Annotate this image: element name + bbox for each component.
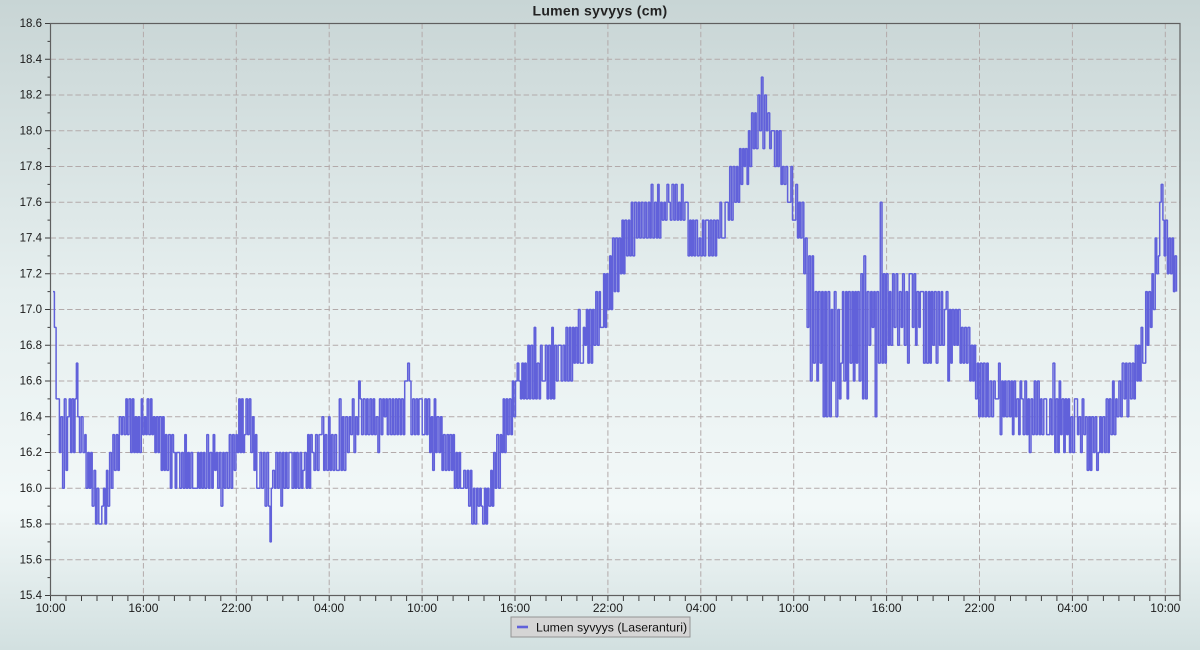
svg-text:16.2: 16.2 [20, 447, 42, 459]
svg-text:16:00: 16:00 [872, 601, 902, 615]
svg-text:16.4: 16.4 [20, 411, 43, 423]
svg-text:18.6: 18.6 [20, 18, 42, 30]
svg-text:17.6: 17.6 [20, 197, 42, 209]
svg-text:15.4: 15.4 [20, 590, 43, 602]
svg-text:Lumen syvyys (Laseranturi): Lumen syvyys (Laseranturi) [536, 621, 687, 635]
svg-text:16.8: 16.8 [20, 340, 42, 352]
svg-text:10:00: 10:00 [35, 601, 65, 615]
svg-text:18.0: 18.0 [20, 125, 42, 137]
svg-text:16.0: 16.0 [20, 483, 42, 495]
svg-text:18.2: 18.2 [20, 90, 42, 102]
svg-text:16:00: 16:00 [128, 601, 158, 615]
svg-text:Lumen syvyys (cm): Lumen syvyys (cm) [532, 3, 667, 19]
svg-text:15.8: 15.8 [20, 519, 42, 531]
svg-text:04:00: 04:00 [1057, 601, 1087, 615]
svg-text:17.8: 17.8 [20, 161, 42, 173]
svg-text:10:00: 10:00 [407, 601, 437, 615]
svg-text:22:00: 22:00 [593, 601, 623, 615]
svg-text:04:00: 04:00 [314, 601, 344, 615]
svg-text:16.6: 16.6 [20, 376, 42, 388]
svg-text:22:00: 22:00 [964, 601, 994, 615]
svg-text:15.6: 15.6 [20, 554, 42, 566]
svg-text:10:00: 10:00 [779, 601, 809, 615]
svg-text:17.4: 17.4 [20, 233, 43, 245]
svg-text:16:00: 16:00 [500, 601, 530, 615]
svg-text:17.2: 17.2 [20, 268, 42, 280]
svg-text:17.0: 17.0 [20, 304, 42, 316]
svg-text:22:00: 22:00 [221, 601, 251, 615]
svg-text:10:00: 10:00 [1150, 601, 1180, 615]
svg-text:04:00: 04:00 [686, 601, 716, 615]
svg-text:18.4: 18.4 [20, 54, 43, 66]
